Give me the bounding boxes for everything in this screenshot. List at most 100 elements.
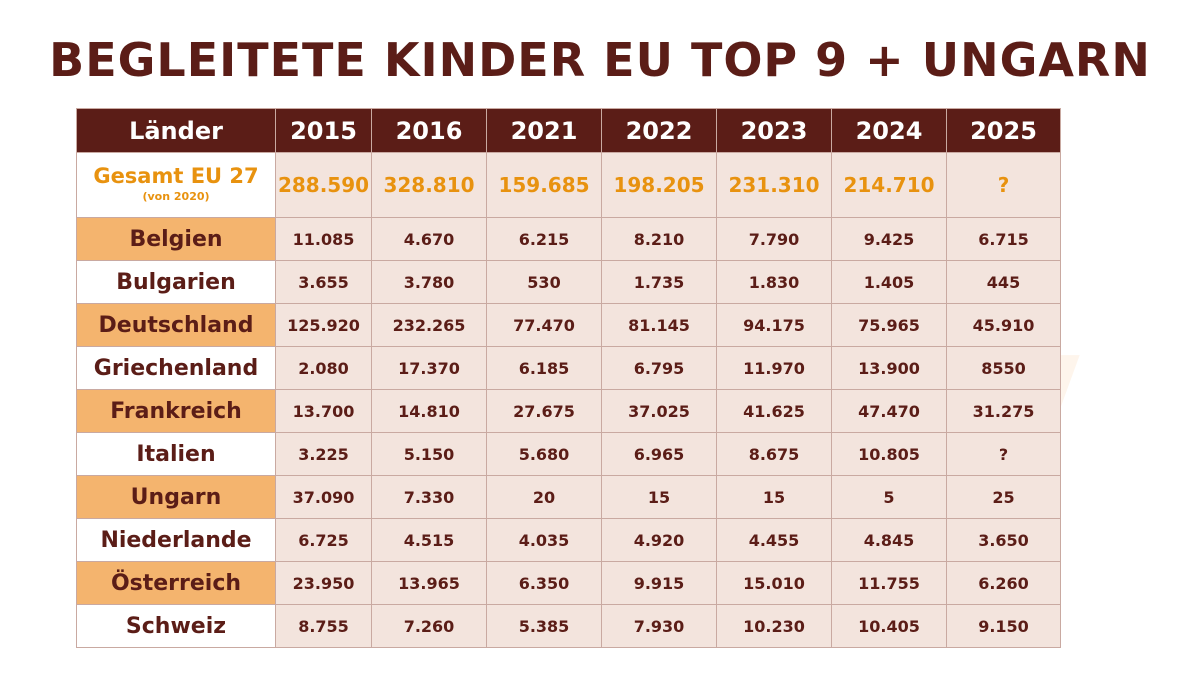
value-cell: 5.150	[371, 432, 487, 476]
table-row: Ungarn 37.090 7.330 20 15 15 5 25	[76, 475, 1061, 519]
country-name-cell: Belgien	[76, 217, 276, 261]
value-cell: 4.035	[486, 518, 602, 562]
table-row: Belgien 11.085 4.670 6.215 8.210 7.790 9.425 6.…	[76, 217, 1061, 261]
table-row: Griechenland 2.080 17.370 6.185 6.795 11.970 1…	[76, 346, 1061, 390]
value-cell: 4.845	[831, 518, 947, 562]
value-cell: 3.225	[275, 432, 372, 476]
value-cell: 10.405	[831, 604, 947, 648]
value-cell: 4.515	[371, 518, 487, 562]
value-cell: 13.965	[371, 561, 487, 605]
value-cell: 5.385	[486, 604, 602, 648]
value-cell: 9.915	[601, 561, 717, 605]
value-cell: 7.330	[371, 475, 487, 519]
table-row: Österreich 23.950 13.965 6.350 9.915 15.010 11…	[76, 561, 1061, 605]
country-name-cell: Frankreich	[76, 389, 276, 433]
total-value-cell: 288.590	[275, 152, 372, 218]
header-year: 2022	[601, 108, 717, 153]
value-cell: 20	[486, 475, 602, 519]
header-year: 2025	[946, 108, 1061, 153]
value-cell: 14.810	[371, 389, 487, 433]
value-cell: 4.920	[601, 518, 717, 562]
country-name-cell: Deutschland	[76, 303, 276, 347]
country-name-cell: Griechenland	[76, 346, 276, 390]
value-cell: 10.230	[716, 604, 832, 648]
value-cell: 7.930	[601, 604, 717, 648]
value-cell: 77.470	[486, 303, 602, 347]
total-label: Gesamt EU 27	[93, 164, 259, 188]
total-value-cell: ?	[946, 152, 1061, 218]
total-value-cell: 214.710	[831, 152, 947, 218]
value-cell: 6.725	[275, 518, 372, 562]
value-cell: 6.965	[601, 432, 717, 476]
value-cell: 7.790	[716, 217, 832, 261]
value-cell: 31.275	[946, 389, 1061, 433]
country-name-cell: Bulgarien	[76, 260, 276, 304]
table-row: Deutschland 125.920 232.265 77.470 81.145 94.…	[76, 303, 1061, 347]
header-year: 2023	[716, 108, 832, 153]
table-row: Niederlande 6.725 4.515 4.035 4.920 4.455 4.84…	[76, 518, 1061, 562]
table-header-row: Länder 2015 2016 2021 2022 2023 2024 202…	[76, 108, 1061, 153]
value-cell: 8.755	[275, 604, 372, 648]
table-row: Bulgarien 3.655 3.780 530 1.735 1.830 1.405 445	[76, 260, 1061, 304]
country-name-cell: Schweiz	[76, 604, 276, 648]
value-cell: 45.910	[946, 303, 1061, 347]
total-value-cell: 231.310	[716, 152, 832, 218]
value-cell: 37.025	[601, 389, 717, 433]
value-cell: 9.150	[946, 604, 1061, 648]
value-cell: 13.900	[831, 346, 947, 390]
value-cell: 8550	[946, 346, 1061, 390]
value-cell: 6.215	[486, 217, 602, 261]
header-year: 2021	[486, 108, 602, 153]
value-cell: 6.185	[486, 346, 602, 390]
total-sublabel: (von 2020)	[142, 190, 210, 203]
country-name-cell: Ungarn	[76, 475, 276, 519]
header-laender: Länder	[76, 108, 276, 153]
value-cell: 6.795	[601, 346, 717, 390]
value-cell: 3.655	[275, 260, 372, 304]
value-cell: 25	[946, 475, 1061, 519]
value-cell: 8.210	[601, 217, 717, 261]
value-cell: 8.675	[716, 432, 832, 476]
value-cell: 3.780	[371, 260, 487, 304]
value-cell: 11.970	[716, 346, 832, 390]
value-cell: 5.680	[486, 432, 602, 476]
header-year: 2015	[275, 108, 372, 153]
value-cell: 37.090	[275, 475, 372, 519]
value-cell: 4.455	[716, 518, 832, 562]
value-cell: 3.650	[946, 518, 1061, 562]
value-cell: 27.675	[486, 389, 602, 433]
value-cell: 6.260	[946, 561, 1061, 605]
country-name-cell: Italien	[76, 432, 276, 476]
value-cell: 530	[486, 260, 602, 304]
value-cell: 15.010	[716, 561, 832, 605]
total-row: Gesamt EU 27 (von 2020) 288.590 328.810 …	[76, 152, 1061, 218]
value-cell: 15	[601, 475, 717, 519]
table-row: Italien 3.225 5.150 5.680 6.965 8.675 10.805?	[76, 432, 1061, 476]
value-cell: 41.625	[716, 389, 832, 433]
value-cell: 6.350	[486, 561, 602, 605]
value-cell: 1.735	[601, 260, 717, 304]
header-year: 2024	[831, 108, 947, 153]
country-name-cell: Österreich	[76, 561, 276, 605]
value-cell: ?	[946, 432, 1061, 476]
value-cell: 6.715	[946, 217, 1061, 261]
total-value-cell: 328.810	[371, 152, 487, 218]
total-label-cell: Gesamt EU 27 (von 2020)	[76, 152, 276, 218]
header-year: 2016	[371, 108, 487, 153]
value-cell: 125.920	[275, 303, 372, 347]
country-name-cell: Niederlande	[76, 518, 276, 562]
value-cell: 13.700	[275, 389, 372, 433]
value-cell: 9.425	[831, 217, 947, 261]
value-cell: 2.080	[275, 346, 372, 390]
value-cell: 232.265	[371, 303, 487, 347]
value-cell: 4.670	[371, 217, 487, 261]
value-cell: 81.145	[601, 303, 717, 347]
value-cell: 1.405	[831, 260, 947, 304]
value-cell: 23.950	[275, 561, 372, 605]
table-row: Frankreich 13.700 14.810 27.675 37.025 41.625…	[76, 389, 1061, 433]
value-cell: 47.470	[831, 389, 947, 433]
total-value-cell: 159.685	[486, 152, 602, 218]
page-title: BEGLEITETE KINDER EU TOP 9 + UNGARN	[49, 33, 1151, 87]
value-cell: 1.830	[716, 260, 832, 304]
table-row: Schweiz 8.755 7.260 5.385 7.930 10.230 10.405 9…	[76, 604, 1061, 648]
